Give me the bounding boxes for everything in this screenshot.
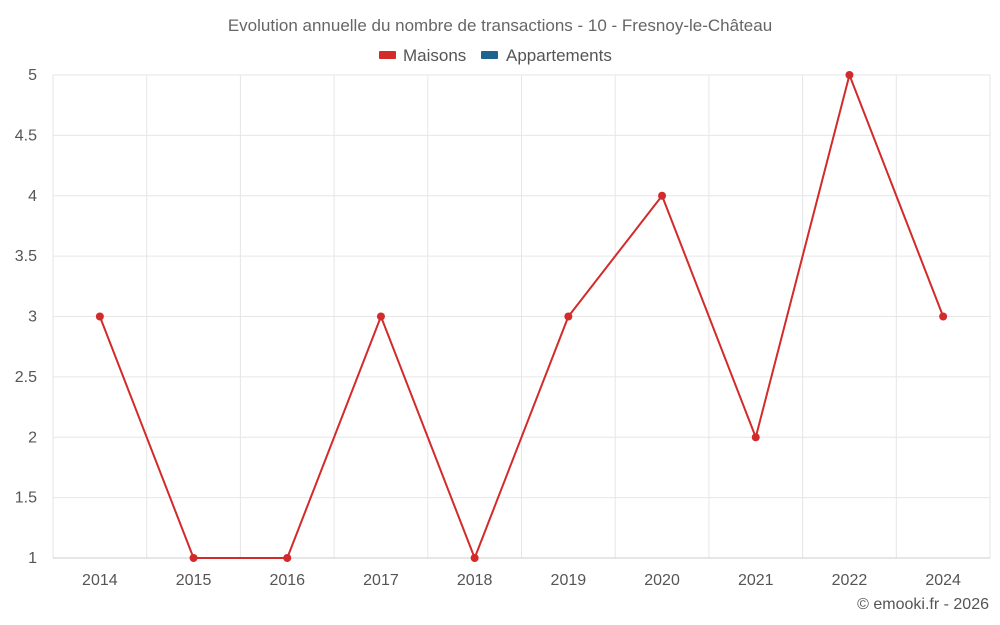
data-point[interactable] (189, 554, 198, 562)
x-tick-label: 2014 (82, 572, 118, 589)
y-tick-label: 3 (28, 309, 37, 326)
series-line-maisons (98, 74, 945, 559)
y-tick-label: 4 (28, 188, 37, 205)
data-point[interactable] (470, 554, 479, 562)
x-tick-label: 2024 (925, 572, 961, 589)
x-axis-ticks: 2014 2015 2016 2017 2018 2019 2020 2021 2022 2024 (82, 572, 961, 589)
y-tick-label: 1.5 (15, 490, 37, 507)
legend-item-maisons[interactable]: Maisons (379, 46, 466, 65)
x-tick-label: 2019 (551, 572, 587, 589)
data-point[interactable] (376, 312, 385, 321)
grid (52, 74, 991, 559)
data-point[interactable] (939, 312, 948, 321)
data-point[interactable] (95, 312, 104, 321)
x-tick-label: 2015 (176, 572, 212, 589)
legend-label-maisons: Maisons (403, 46, 466, 65)
legend-item-appartements[interactable]: Appartements (481, 46, 612, 65)
credit-text: © emooki.fr - 2026 (857, 596, 989, 613)
series-maisons (95, 71, 948, 562)
x-tick-label: 2021 (738, 572, 774, 589)
data-point[interactable] (751, 433, 760, 442)
x-tick-label: 2020 (644, 572, 680, 589)
x-tick-label: 2022 (832, 572, 868, 589)
chart-title: Evolution annuelle du nombre de transact… (228, 16, 772, 35)
y-tick-label: 4.5 (15, 127, 37, 144)
data-point[interactable] (658, 191, 667, 200)
y-tick-label: 1 (28, 550, 37, 567)
legend-swatch-maisons (379, 51, 396, 59)
y-tick-label: 3.5 (15, 248, 37, 265)
x-tick-label: 2017 (363, 572, 399, 589)
y-tick-label: 2 (28, 429, 37, 446)
legend: Maisons Appartements (379, 46, 612, 65)
data-point[interactable] (283, 554, 292, 562)
y-axis-ticks: 1 1.5 2 2.5 3 3.5 4 4.5 5 (15, 67, 37, 567)
x-tick-label: 2016 (269, 572, 305, 589)
legend-label-appartements: Appartements (506, 46, 612, 65)
legend-swatch-appartements (481, 51, 498, 59)
data-point[interactable] (845, 71, 854, 79)
y-tick-label: 5 (28, 67, 37, 84)
data-point[interactable] (564, 312, 573, 321)
x-tick-label: 2018 (457, 572, 493, 589)
y-tick-label: 2.5 (15, 369, 37, 386)
